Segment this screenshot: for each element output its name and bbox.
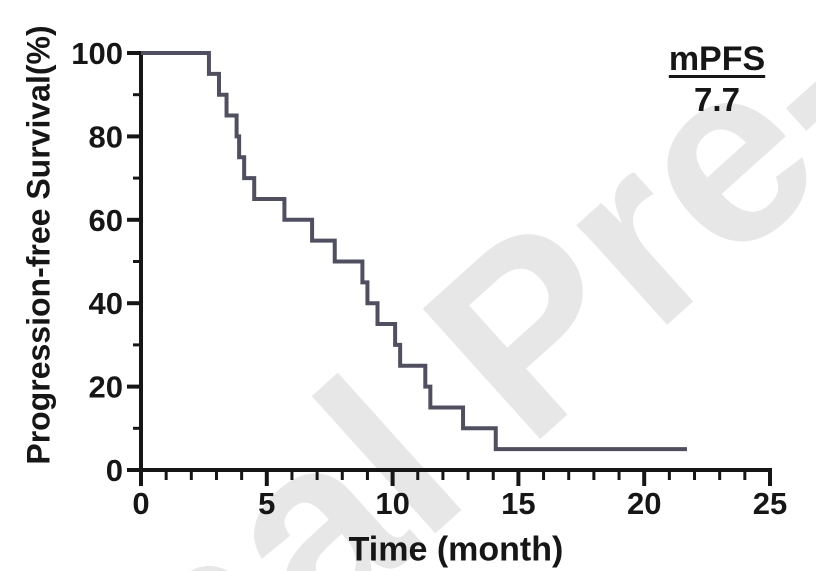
y-tick-label: 60 (89, 203, 123, 238)
x-tick-label: 20 (627, 486, 661, 521)
y-tick-label: 0 (106, 453, 123, 488)
km-curve (141, 51, 687, 452)
mpfs-label: mPFS (668, 40, 766, 78)
y-tick-label: 20 (89, 370, 123, 405)
x-axis-title: Time (month) (348, 530, 564, 569)
y-tick-label: 40 (89, 286, 123, 321)
x-tick-label: 5 (258, 486, 275, 521)
mpfs-annotation: mPFS 7.7 (669, 40, 765, 122)
x-tick-label: 25 (753, 486, 787, 521)
x-tick-label: 10 (375, 486, 409, 521)
y-tick-label: 80 (89, 119, 123, 154)
mpfs-value: 7.7 (694, 81, 740, 119)
y-tick-label: 100 (71, 36, 123, 71)
y-axis-title: Progression-free Survival(%) (20, 25, 57, 465)
x-tick-label: 15 (501, 486, 535, 521)
x-tick-label: 0 (132, 486, 149, 521)
